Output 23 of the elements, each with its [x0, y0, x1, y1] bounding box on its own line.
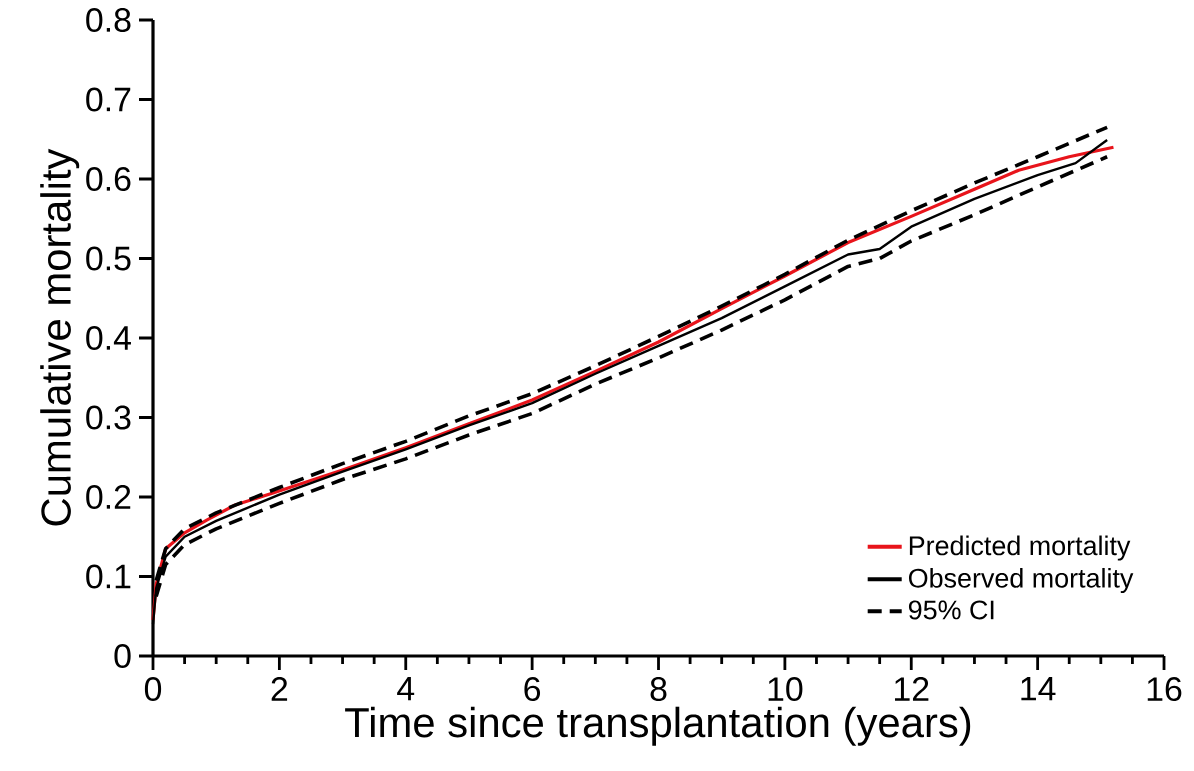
- y-tick-label: 0.5: [86, 246, 131, 271]
- legend-label: Observed mortality: [908, 567, 1134, 594]
- y-tick-label: 0.4: [86, 326, 131, 350]
- x-tick-label: 2: [271, 677, 288, 701]
- x-tick-label: 16: [1147, 677, 1182, 702]
- y-tick-label: 0: [114, 644, 131, 668]
- y-axis-title: Cumulative mortality: [40, 148, 80, 526]
- y-tick-label: 0.2: [86, 485, 131, 509]
- x-tick-label: 4: [397, 677, 415, 701]
- x-axis-title: Time since transplantation (years): [345, 706, 971, 746]
- x-tick-label: 8: [650, 677, 667, 702]
- legend-label: Predicted mortality: [909, 535, 1131, 561]
- y-tick-label: 0.1: [86, 564, 131, 589]
- x-tick-label: 0: [144, 677, 162, 702]
- y-tick-label: 0.7: [86, 87, 131, 112]
- x-tick-label: 6: [524, 677, 541, 702]
- y-tick-label: 0.8: [86, 8, 131, 32]
- y-tick-label: 0.6: [86, 167, 131, 191]
- x-tick-label: 10: [768, 677, 803, 702]
- x-tick-label: 12: [895, 677, 929, 701]
- x-tick-label: 14: [1021, 677, 1056, 701]
- y-tick-label: 0.3: [86, 405, 131, 430]
- legend-label: 95% CI: [908, 600, 994, 620]
